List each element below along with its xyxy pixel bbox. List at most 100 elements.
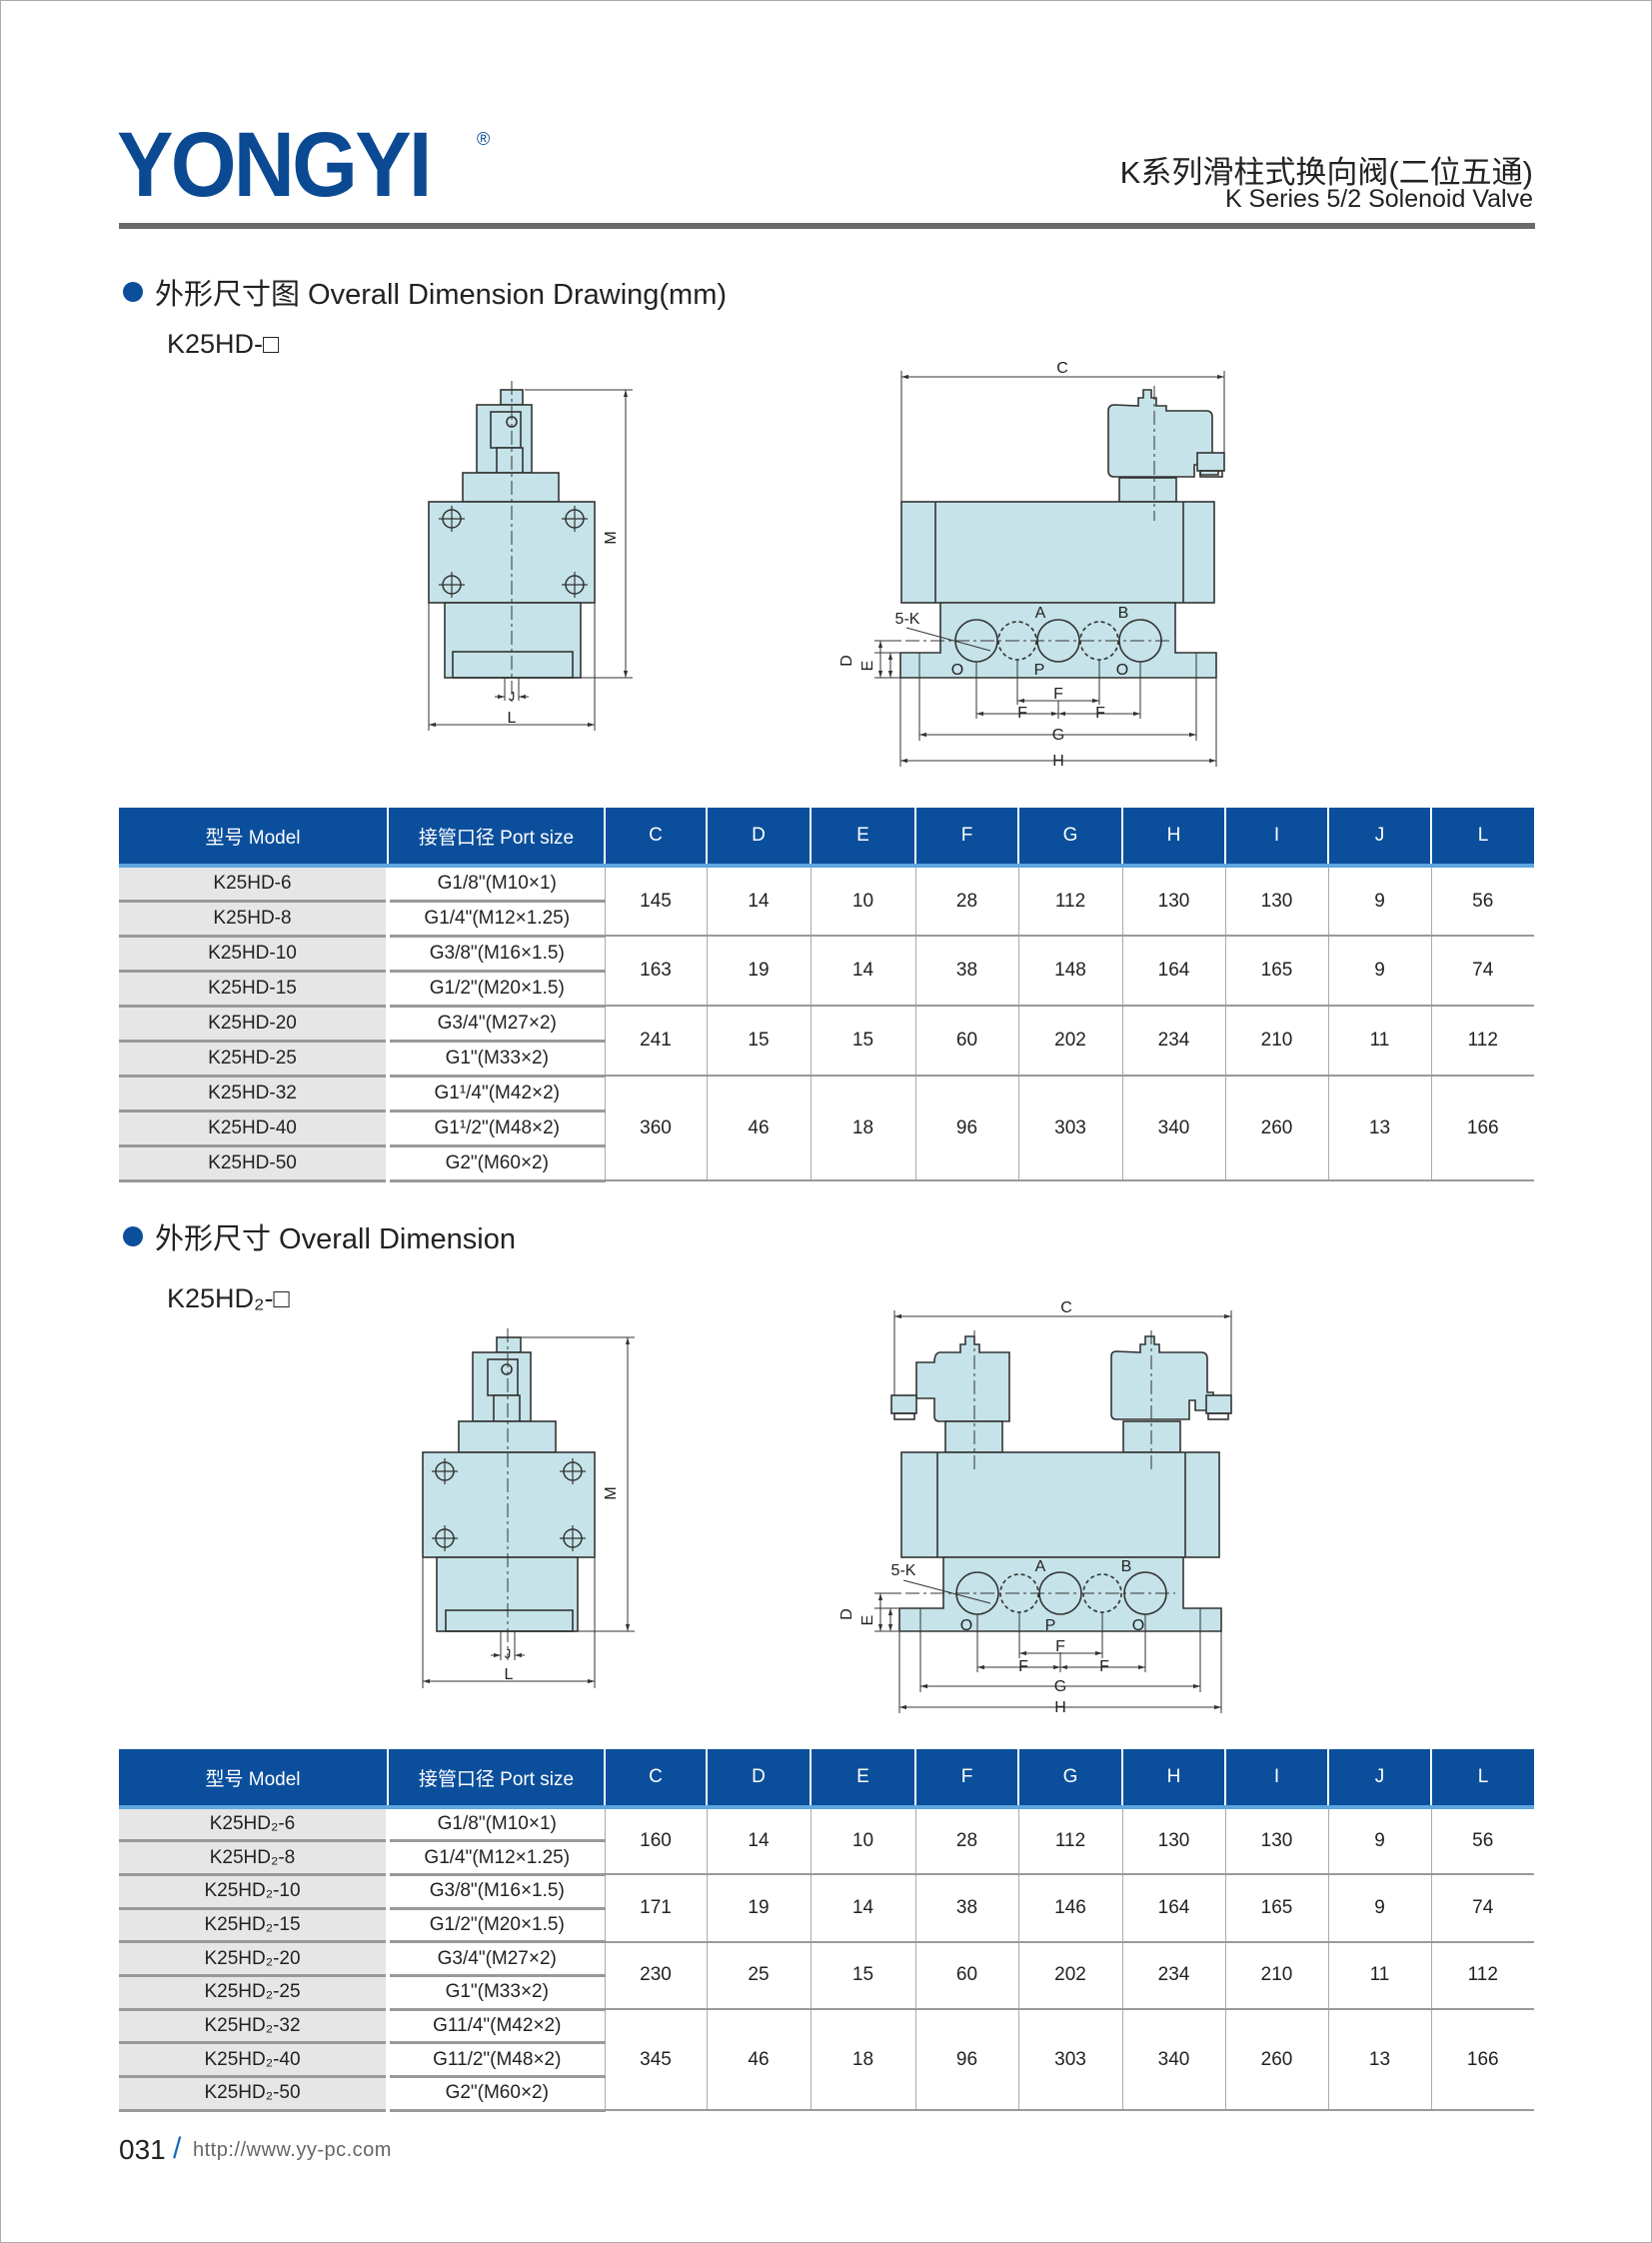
table-row: K25HD-50 G2"(M60×2) <box>119 1145 1534 1182</box>
dimension-cell-j: 11 <box>1327 1941 1431 2011</box>
page-title-cn: K系列滑柱式换向阀(二位五通) <box>1119 155 1533 190</box>
section-heading-2: 外形尺寸 Overall Dimension <box>123 1215 516 1257</box>
column-header: J <box>1328 808 1432 868</box>
model-cell: K25HD₂-10 <box>119 1874 390 1910</box>
model-cell: K25HD-20 <box>119 1006 390 1043</box>
dim-label-g: G <box>1052 727 1064 744</box>
footer-slash: / <box>173 2132 182 2165</box>
dimension-cell-f: 28 <box>914 866 1018 937</box>
model-cell: K25HD₂-6 <box>119 1807 390 1843</box>
dimension-cell-j: 9 <box>1327 866 1431 937</box>
dimension-cell-g: 303 <box>1017 1076 1122 1181</box>
port-label-p: P <box>1045 1617 1056 1634</box>
model-cell: K25HD-10 <box>119 936 390 973</box>
dimension-cell-d: 19 <box>706 936 811 1007</box>
dimension-cell-i: 165 <box>1224 1874 1328 1943</box>
port-size-cell: G1"(M33×2) <box>388 1975 605 2011</box>
label-5k: 5-K <box>895 611 920 628</box>
dimension-cell-l: 112 <box>1430 1006 1534 1077</box>
model-cell: K25HD₂-20 <box>119 1941 390 1977</box>
dim-label-f: F <box>1099 1658 1109 1675</box>
dimension-cell-f: 60 <box>914 1941 1018 2011</box>
dim-label-j: J <box>509 689 516 704</box>
dim-label-c: C <box>1056 360 1068 377</box>
page-title-en: K Series 5/2 Solenoid Valve <box>1224 185 1533 213</box>
column-header: I <box>1225 808 1329 868</box>
dimension-cell-d: 15 <box>706 1006 811 1077</box>
dimension-cell-g: 202 <box>1017 1941 1122 2011</box>
dimension-cell-l: 166 <box>1430 2009 1534 2112</box>
dimension-cell-e: 14 <box>810 936 915 1007</box>
table-row: K25HD₂-25 G1"(M33×2) <box>119 1975 1534 2011</box>
dimension-cell-e: 10 <box>810 1807 915 1876</box>
dimension-cell-g: 303 <box>1017 2009 1122 2112</box>
registered-mark: ® <box>477 129 491 149</box>
dimension-cell-d: 25 <box>706 1941 811 2011</box>
column-header: E <box>811 808 916 868</box>
dimension-cell-l: 166 <box>1430 1076 1534 1181</box>
port-size-cell: G3/4"(M27×2) <box>388 1006 605 1043</box>
model-cell: K25HD₂-40 <box>119 2042 390 2078</box>
dim-label-h: H <box>1054 1699 1066 1716</box>
side-view-1 <box>874 371 1225 767</box>
dimension-cell-g: 146 <box>1017 1874 1122 1943</box>
front-view-2 <box>422 1328 635 1688</box>
table-row: K25HD₂-32 G11/4"(M42×2) 345 46 18 96 303 340 260… <box>119 2009 1534 2112</box>
dim-label-e: E <box>859 1615 876 1626</box>
dimension-cell-j: 9 <box>1327 1807 1431 1876</box>
port-size-cell: G1/2"(M20×1.5) <box>388 1908 605 1944</box>
dimension-cell-l: 74 <box>1430 936 1534 1007</box>
port-size-cell: G1/2"(M20×1.5) <box>388 971 605 1008</box>
dimension-cell-d: 19 <box>706 1874 811 1943</box>
spec-table-k25hd: 型号 Model 接管口径 Port size C D E F G H I J L K25HD-6 G1… <box>119 808 1534 1182</box>
column-header: G <box>1018 808 1123 868</box>
model-cell: K25HD-25 <box>119 1041 390 1078</box>
port-size-cell: G3/4"(M27×2) <box>388 1941 605 1977</box>
dimension-cell-c: 360 <box>604 1076 707 1181</box>
dimension-cell-l: 56 <box>1430 1807 1534 1876</box>
spec-table-k25hd2: 型号 Model 接管口径 Port size C D E F G H I J L K25HD₂-6 G… <box>119 1749 1534 2112</box>
dimension-cell-f: 96 <box>914 1076 1018 1181</box>
column-header: E <box>811 1749 916 1809</box>
model-cell: K25HD₂-32 <box>119 2009 390 2045</box>
dim-label-d: D <box>838 655 855 667</box>
table-row: K25HD₂-6 G1/8"(M10×1) 160 14 10 28 112 130 130 9 5… <box>119 1807 1534 1876</box>
bullet-icon <box>123 282 143 302</box>
port-label-a: A <box>1035 1558 1046 1575</box>
table-row: K25HD₂-20 G3/4"(M27×2) 230 25 15 60 202 234 210 1… <box>119 1941 1534 2011</box>
dimension-cell-g: 112 <box>1017 866 1122 937</box>
dim-label-j: J <box>505 1646 512 1661</box>
port-label-o: O <box>1132 1617 1144 1634</box>
dimension-cell-j: 11 <box>1327 1006 1431 1077</box>
dimension-cell-d: 14 <box>706 1807 811 1876</box>
dim-label-c: C <box>1060 1299 1072 1316</box>
dimension-cell-j: 13 <box>1327 1076 1431 1181</box>
port-label-b: B <box>1118 605 1129 622</box>
dimension-cell-e: 10 <box>810 866 915 937</box>
dimension-cell-h: 234 <box>1121 1006 1225 1077</box>
column-header: I <box>1225 1749 1329 1809</box>
dimension-cell-g: 112 <box>1017 1807 1122 1876</box>
dimension-cell-h: 130 <box>1121 866 1225 937</box>
model-cell: K25HD₂-25 <box>119 1975 390 2011</box>
port-size-cell: G1/4"(M12×1.25) <box>388 901 605 938</box>
column-header: L <box>1431 1749 1534 1809</box>
column-header: 型号 Model <box>119 808 389 868</box>
model-cell: K25HD-6 <box>119 866 390 903</box>
port-label-o: O <box>1116 662 1128 679</box>
footer-url-link[interactable]: http://www.yy-pc.com <box>193 2139 392 2161</box>
model-title-1: K25HD-□ <box>167 329 280 359</box>
dimension-cell-j: 13 <box>1327 2009 1431 2112</box>
model-cell: K25HD₂-15 <box>119 1908 390 1944</box>
port-label-b: B <box>1121 1558 1132 1575</box>
dimension-cell-i: 165 <box>1224 936 1328 1007</box>
model-cell: K25HD-40 <box>119 1111 390 1147</box>
dimension-cell-l: 74 <box>1430 1874 1534 1943</box>
dimension-cell-d: 14 <box>706 866 811 937</box>
side-view-2 <box>874 1310 1232 1713</box>
model-cell: K25HD-32 <box>119 1076 390 1113</box>
dimension-cell-f: 96 <box>914 2009 1018 2112</box>
port-label-o: O <box>951 662 963 679</box>
table-row: K25HD-40 G1¹/2"(M48×2) <box>119 1111 1534 1147</box>
dimension-cell-i: 210 <box>1224 1941 1328 2011</box>
